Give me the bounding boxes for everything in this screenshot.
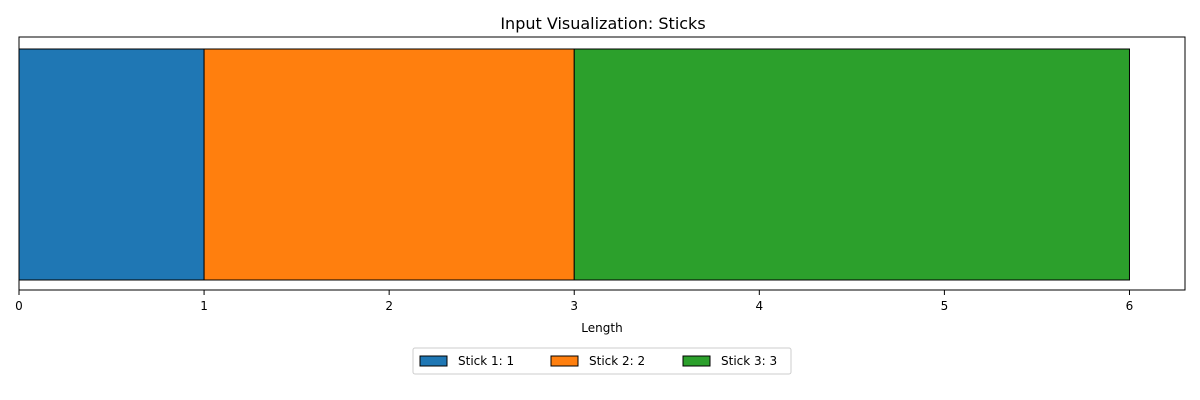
legend-swatch-stick-2 [550, 355, 579, 367]
x-axis-label: Length [581, 321, 622, 335]
x-tick-label: 3 [570, 299, 578, 313]
legend-label-stick-3: Stick 3: 3 [721, 354, 777, 368]
plot-frame [18, 36, 1186, 291]
legend-label-stick-2: Stick 2: 2 [589, 354, 645, 368]
x-tick-label: 1 [200, 299, 208, 313]
legend-label-stick-1: Stick 1: 1 [458, 354, 514, 368]
bar-stick-1 [18, 48, 205, 281]
legend-swatch-stick-1 [419, 355, 448, 367]
x-tick-label: 5 [941, 299, 949, 313]
bar-stick-3 [573, 48, 1130, 281]
x-tick-label: 0 [15, 299, 23, 313]
chart-title: Input Visualization: Sticks [500, 14, 705, 33]
bars-group [18, 48, 1130, 281]
legend-swatch-stick-3 [682, 355, 711, 367]
x-tick-label: 2 [385, 299, 393, 313]
x-tick-label: 4 [755, 299, 763, 313]
x-axis-ticks: 0 1 2 3 4 5 6 [15, 290, 1133, 313]
legend-frame [412, 347, 792, 375]
bar-stick-2 [203, 48, 575, 281]
x-tick-label: 6 [1126, 299, 1134, 313]
legend: Stick 1: 1 Stick 2: 2 Stick 3: 3 [412, 347, 792, 375]
